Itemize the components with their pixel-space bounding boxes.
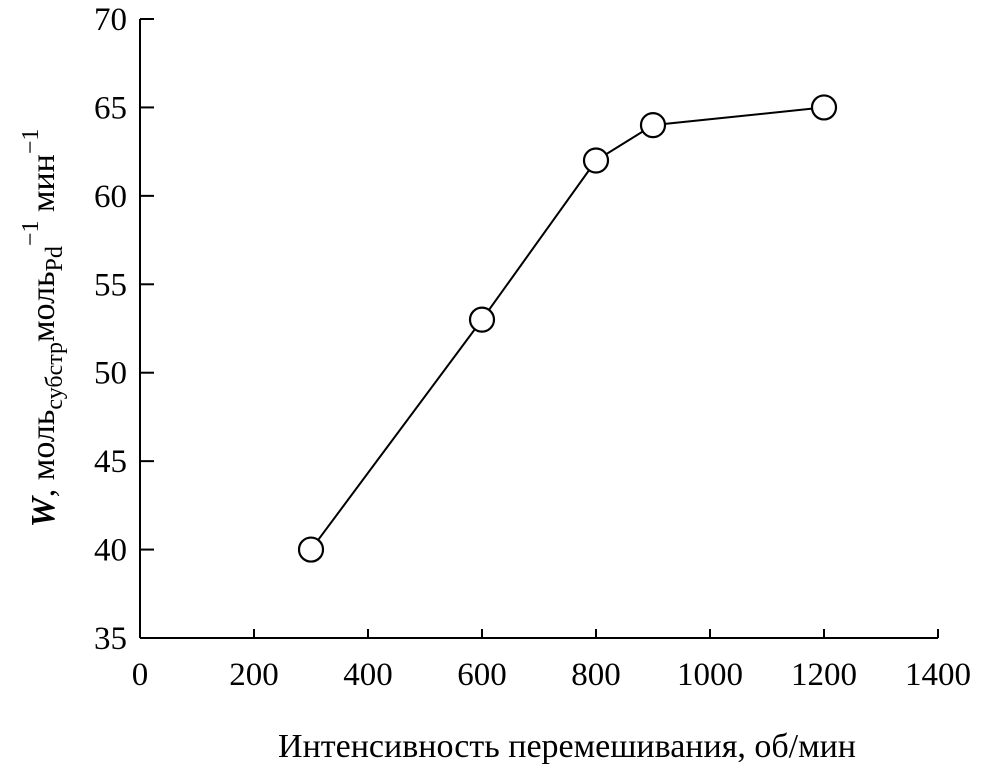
x-tick-label: 200 (229, 657, 279, 693)
y-axis-sub2: Pd (42, 246, 68, 271)
y-axis-sup2: −1 (18, 221, 44, 247)
y-axis-sep: , (25, 480, 62, 497)
markers (297, 94, 838, 563)
y-tick-label: 55 (94, 267, 127, 303)
x-tick-label: 1200 (791, 657, 857, 693)
data-point (582, 147, 610, 174)
y-axis-unit1: моль (25, 410, 62, 481)
y-tick-label: 35 (94, 621, 127, 657)
x-tick-label: 0 (132, 657, 149, 693)
y-tick-label: 65 (94, 90, 127, 126)
data-point (297, 536, 325, 563)
y-axis-title: W, мольсубстрмольPd−1 мин−1 (18, 129, 68, 528)
x-tick-label: 1400 (905, 657, 971, 693)
y-axis-symbol: W (25, 494, 62, 527)
y-tick-label: 45 (94, 444, 127, 480)
x-tick-label: 400 (343, 657, 393, 693)
axes (139, 19, 938, 639)
y-tick-label: 50 (94, 356, 127, 392)
y-ticks: 35 40 45 50 55 60 65 70 (94, 2, 154, 657)
y-axis-unit2: моль (25, 271, 62, 342)
x-tick-label: 1000 (677, 657, 743, 693)
data-point (810, 94, 838, 121)
data-point (468, 306, 496, 333)
y-tick-label: 40 (94, 533, 127, 569)
data-point (639, 112, 667, 139)
y-axis-sup3: −1 (18, 129, 44, 155)
x-ticks: 0 200 400 600 800 1000 1200 1400 (132, 629, 971, 693)
series (310, 106, 825, 551)
y-axis-sub1: субстр (42, 342, 68, 410)
series-line (310, 106, 825, 551)
x-tick-label: 600 (457, 657, 507, 693)
y-axis-unit3: мин (25, 154, 62, 220)
x-tick-label: 800 (571, 657, 621, 693)
y-tick-label: 70 (94, 2, 127, 38)
y-tick-label: 60 (94, 179, 127, 215)
x-axis-title: Интенсивность перемешивания, об/мин (278, 728, 856, 765)
